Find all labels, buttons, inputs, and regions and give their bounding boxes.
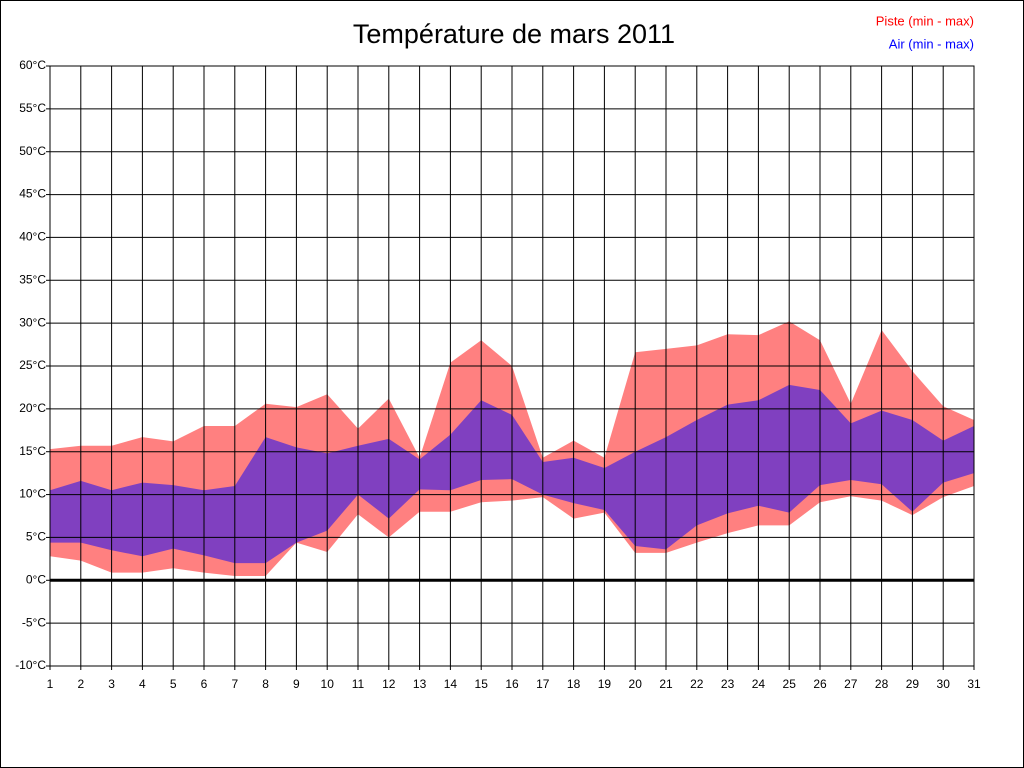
x-tick-label: 24	[752, 677, 766, 691]
y-tick-label: 40°C	[19, 230, 46, 244]
x-tick-label: 21	[659, 677, 673, 691]
x-tick-label: 16	[505, 677, 519, 691]
y-tick-label: 20°C	[19, 401, 46, 415]
x-tick-label: 23	[721, 677, 735, 691]
legend-entry: Air (min - max)	[889, 36, 974, 51]
y-tick-label: 0°C	[26, 572, 46, 586]
x-tick-label: 11	[352, 677, 365, 691]
legend-entry: Piste (min - max)	[876, 13, 974, 28]
x-tick-label: 2	[77, 677, 84, 691]
y-tick-label: -5°C	[22, 615, 46, 629]
x-tick-label: 8	[262, 677, 269, 691]
x-tick-label: 3	[108, 677, 115, 691]
x-tick-label: 4	[139, 677, 146, 691]
y-tick-label: 30°C	[19, 315, 46, 329]
x-tick-label: 31	[967, 677, 981, 691]
y-tick-label: 60°C	[19, 58, 46, 72]
y-tick-label: 10°C	[19, 487, 46, 501]
plot-frame	[49, 65, 975, 667]
y-tick-label: 35°C	[19, 272, 46, 286]
x-tick-label: 18	[567, 677, 581, 691]
x-tick-label: 9	[293, 677, 300, 691]
x-tick-label: 13	[413, 677, 427, 691]
x-tick-label: 29	[906, 677, 920, 691]
x-tick-label: 26	[813, 677, 827, 691]
x-tick-label: 7	[231, 677, 238, 691]
x-tick-label: 5	[170, 677, 177, 691]
x-tick-label: 25	[783, 677, 797, 691]
y-tick-label: 55°C	[19, 101, 46, 115]
x-tick-label: 6	[201, 677, 208, 691]
y-tick-label: 50°C	[19, 144, 46, 158]
x-tick-label: 14	[444, 677, 458, 691]
chart-title: Température de mars 2011	[353, 19, 675, 49]
x-tick-label: 17	[536, 677, 550, 691]
y-tick-label: 5°C	[26, 530, 46, 544]
x-tick-label: 27	[844, 677, 858, 691]
y-tick-label: 15°C	[19, 444, 46, 458]
y-tick-label: 45°C	[19, 187, 46, 201]
x-tick-label: 28	[875, 677, 889, 691]
y-tick-label: -10°C	[15, 658, 46, 672]
x-tick-label: 30	[937, 677, 951, 691]
x-tick-label: 1	[47, 677, 54, 691]
x-tick-label: 22	[690, 677, 704, 691]
x-tick-label: 10	[321, 677, 335, 691]
x-tick-label: 19	[598, 677, 612, 691]
x-tick-label: 15	[475, 677, 489, 691]
x-tick-label: 20	[629, 677, 643, 691]
y-tick-label: 25°C	[19, 358, 46, 372]
x-tick-label: 12	[382, 677, 396, 691]
